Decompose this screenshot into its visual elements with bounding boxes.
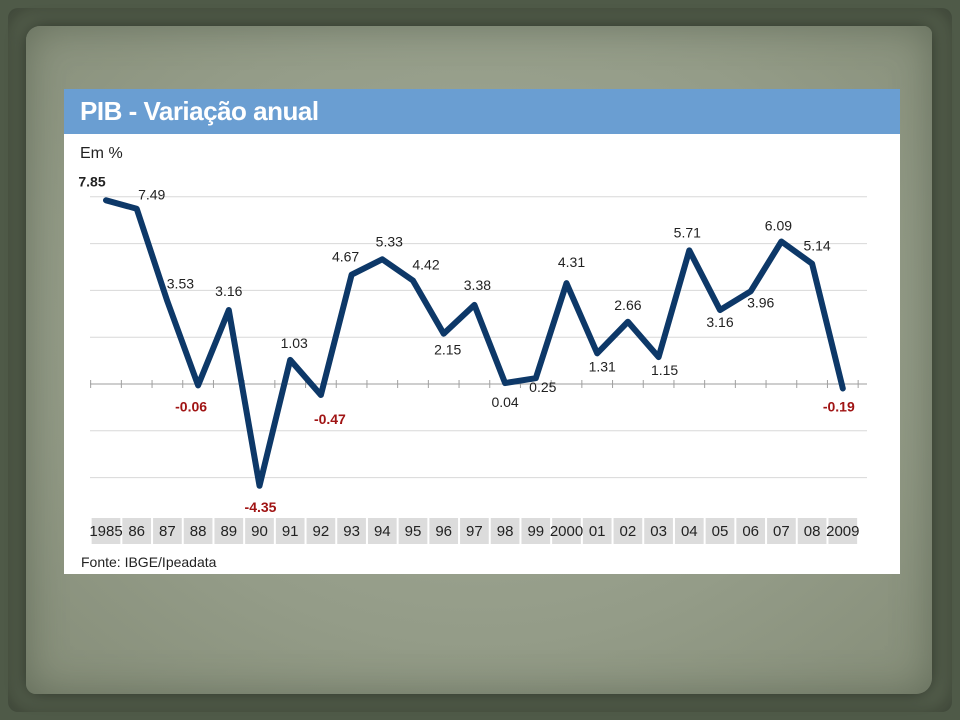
category-cell [552, 518, 581, 544]
category-label: 87 [159, 523, 176, 540]
category-cell [122, 518, 152, 544]
data-label: 1.31 [589, 358, 616, 374]
category-label: 2009 [826, 523, 859, 540]
category-label: 97 [466, 523, 483, 540]
category-label: 02 [620, 523, 637, 540]
category-label: 07 [773, 523, 790, 540]
category-cell [429, 518, 459, 544]
category-label: 2000 [550, 523, 583, 540]
category-cell [306, 518, 336, 544]
category-label: 95 [405, 523, 422, 540]
data-label: 3.53 [167, 275, 194, 291]
category-cell [582, 518, 612, 544]
data-label: 7.49 [138, 187, 165, 203]
category-cell [398, 518, 428, 544]
series-line [103, 197, 846, 489]
data-label: 3.16 [215, 283, 242, 299]
data-label: 5.14 [803, 238, 830, 254]
data-label: 4.67 [332, 249, 359, 265]
category-label: 08 [804, 523, 821, 540]
category-label: 96 [435, 523, 452, 540]
category-cell [797, 518, 827, 544]
category-cell [828, 518, 858, 544]
data-label: 5.71 [674, 224, 701, 240]
category-label: 86 [128, 523, 145, 540]
data-label: 4.31 [558, 254, 585, 270]
category-label: 94 [374, 523, 391, 540]
category-label: 93 [343, 523, 360, 540]
category-cell [460, 518, 489, 544]
chart-card: PIB - Variação anual Em % 7.85 7.49 3.53 -0… [64, 89, 900, 574]
source-note: Fonte: IBGE/Ipeadata [81, 554, 217, 570]
category-label: 98 [497, 523, 514, 540]
category-cell [674, 518, 704, 544]
data-label: 6.09 [765, 217, 792, 233]
category-cell [767, 518, 796, 544]
category-label: 03 [650, 523, 667, 540]
category-label: 01 [589, 523, 606, 540]
category-cell [183, 518, 213, 544]
category-cell [644, 518, 673, 544]
category-cell [613, 518, 643, 544]
data-label: 3.96 [747, 294, 774, 310]
category-label: 99 [527, 523, 544, 540]
category-cell [490, 518, 520, 544]
category-cell [153, 518, 182, 544]
data-label: -4.35 [245, 499, 277, 515]
category-label: 90 [251, 523, 268, 540]
data-label: 0.04 [491, 394, 518, 410]
category-cell [245, 518, 274, 544]
category-cell [91, 518, 121, 544]
category-label: 04 [681, 523, 698, 540]
category-cell [521, 518, 551, 544]
category-label: 1985 [89, 523, 122, 540]
data-label: -0.06 [175, 398, 207, 414]
data-label: 3.16 [706, 314, 733, 330]
category-label: 92 [313, 523, 330, 540]
category-label: 91 [282, 523, 299, 540]
category-label: 05 [712, 523, 729, 540]
data-label: 7.85 [78, 173, 105, 189]
data-label: 1.15 [651, 362, 678, 378]
data-label: -0.47 [314, 411, 346, 427]
chart-title: PIB - Variação anual [80, 96, 319, 126]
data-label: -0.19 [823, 398, 855, 414]
data-label: 2.66 [614, 297, 641, 313]
category-cell [367, 518, 397, 544]
data-label: 2.15 [434, 342, 461, 358]
category-cell [337, 518, 366, 544]
line-chart: 7.85 7.49 3.53 -0.06 3.16 -4.35 1.03 -0.47 4.67 5… [78, 173, 867, 544]
category-cell [214, 518, 244, 544]
unit-label: Em % [80, 145, 123, 162]
category-label: 06 [742, 523, 759, 540]
category-cell [275, 518, 305, 544]
data-label: 4.42 [412, 257, 439, 273]
category-label: 89 [220, 523, 237, 540]
data-label: 3.38 [464, 277, 491, 293]
chart-header: PIB - Variação anual [64, 89, 900, 134]
data-label: 5.33 [376, 233, 403, 249]
data-label: 0.25 [529, 379, 556, 395]
data-label: 1.03 [281, 335, 308, 351]
category-cell [705, 518, 735, 544]
category-cell [736, 518, 766, 544]
category-label: 88 [190, 523, 207, 540]
